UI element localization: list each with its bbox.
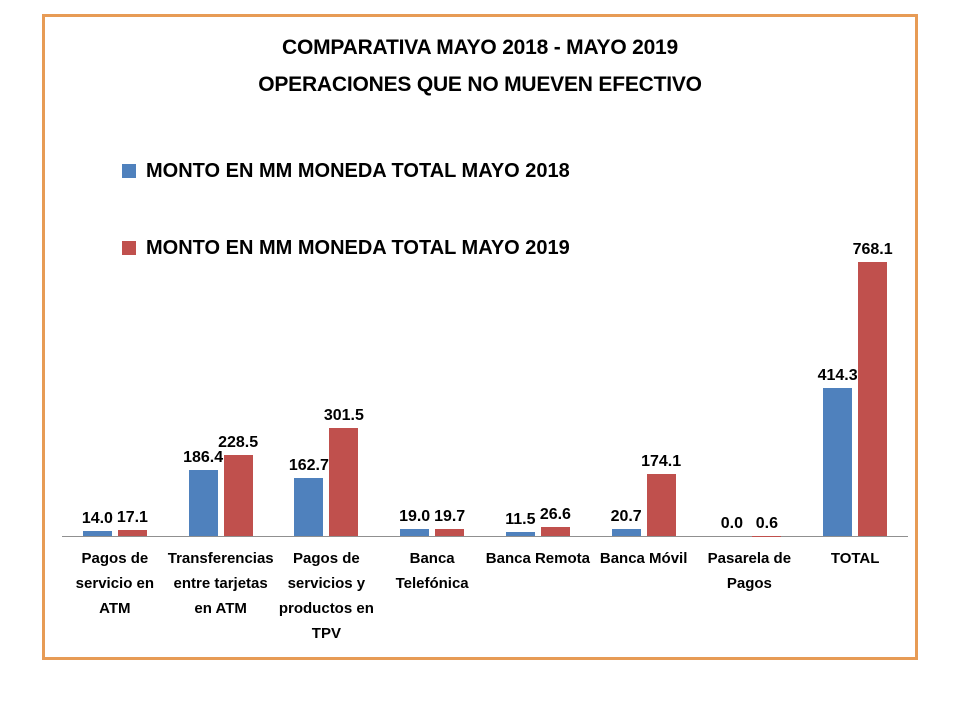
bar-2019 bbox=[540, 526, 570, 536]
bar-column-2018: 414.3 bbox=[818, 366, 858, 536]
bar-group: 186.4 228.5 bbox=[168, 433, 274, 536]
category-label: Pagos de servicios y productos en TPV bbox=[278, 550, 374, 642]
bar-column-2019: 17.1 bbox=[116, 508, 148, 536]
bar-column-2019: 19.7 bbox=[434, 507, 466, 536]
bar-2019 bbox=[646, 473, 676, 536]
bar-group: 14.0 17.1 bbox=[62, 508, 168, 536]
bar-column-2018: 20.7 bbox=[610, 507, 642, 536]
bar-value-label: 14.0 bbox=[81, 510, 113, 528]
category-label: Transferencias entre tarjetas en ATM bbox=[167, 550, 274, 617]
bar-2018 bbox=[823, 388, 853, 536]
bar-column-2019: 301.5 bbox=[324, 406, 364, 536]
bar-2018 bbox=[611, 528, 641, 536]
legend-item-2018: MONTO EN MM MONEDA TOTAL MAYO 2018 bbox=[122, 159, 570, 183]
bar-group: 11.5 26.6 bbox=[485, 505, 591, 536]
bar-2019 bbox=[329, 428, 359, 536]
chart-title: COMPARATIVA MAYO 2018 - MAYO 2019 OPERAC… bbox=[45, 29, 915, 103]
bar-2019 bbox=[435, 528, 465, 536]
bar-value-label: 19.7 bbox=[434, 507, 466, 525]
category-label: Pagos de servicio en ATM bbox=[75, 550, 155, 617]
category-label: Banca Telefónica bbox=[395, 550, 469, 592]
bar-2018 bbox=[505, 531, 535, 536]
bar-value-label: 186.4 bbox=[183, 448, 224, 466]
chart-legend: MONTO EN MM MONEDA TOTAL MAYO 2018 MONTO … bbox=[122, 159, 570, 260]
bar-value-label: 228.5 bbox=[218, 433, 259, 451]
plot-groups: 14.0 17.1 186.4 228.5 162.7 301.5 19.0 19.7 11.5… bbox=[62, 237, 908, 537]
legend-label-2018: MONTO EN MM MONEDA TOTAL MAYO 2018 bbox=[146, 160, 570, 182]
legend-square-icon-2018 bbox=[122, 164, 136, 178]
bar-value-label: 0.6 bbox=[755, 514, 778, 532]
bar-value-label: 17.1 bbox=[116, 508, 148, 526]
legend-item-2019: MONTO EN MM MONEDA TOTAL MAYO 2019 bbox=[122, 236, 570, 260]
bar-value-label: 414.3 bbox=[817, 367, 858, 385]
category-label: Pasarela de Pagos bbox=[707, 550, 792, 592]
bar-column-2018: 186.4 bbox=[183, 448, 223, 536]
category-label: Banca Móvil bbox=[599, 550, 688, 567]
bar-group: 20.7 174.1 bbox=[591, 452, 697, 536]
bar-value-label: 768.1 bbox=[852, 241, 893, 258]
category-label: TOTAL bbox=[830, 550, 880, 567]
bar-column-2018: 0.0 bbox=[717, 514, 746, 536]
bar-group: 162.7 301.5 bbox=[274, 406, 380, 536]
bar-2019 bbox=[858, 262, 888, 536]
bar-column-2019: 228.5 bbox=[218, 433, 258, 536]
bar-2019 bbox=[223, 454, 253, 536]
bar-group: 19.0 19.7 bbox=[379, 507, 485, 536]
bar-column-2018: 162.7 bbox=[289, 456, 329, 536]
bar-column-2019: 174.1 bbox=[641, 452, 681, 536]
bar-value-label: 162.7 bbox=[288, 456, 329, 474]
bar-value-label: 11.5 bbox=[505, 510, 536, 528]
bar-value-label: 19.0 bbox=[399, 508, 431, 526]
bar-value-label: 301.5 bbox=[323, 407, 364, 425]
bar-group: 0.0 0.6 bbox=[697, 514, 803, 536]
bar-2019 bbox=[117, 529, 147, 536]
chart-frame: COMPARATIVA MAYO 2018 - MAYO 2019 OPERAC… bbox=[42, 14, 918, 660]
bar-column-2019: 0.6 bbox=[752, 514, 782, 536]
category-label: Banca Remota bbox=[485, 550, 590, 567]
chart-title-line1: COMPARATIVA MAYO 2018 - MAYO 2019 bbox=[281, 36, 679, 59]
legend-square-icon-2019 bbox=[122, 241, 136, 255]
bar-chart-plot: 14.0 17.1 186.4 228.5 162.7 301.5 19.0 19.7 11.5… bbox=[62, 237, 908, 646]
bar-2018 bbox=[400, 529, 430, 536]
bar-column-2019: 26.6 bbox=[539, 505, 571, 536]
legend-label-2019: MONTO EN MM MONEDA TOTAL MAYO 2019 bbox=[146, 237, 570, 259]
bar-value-label: 20.7 bbox=[610, 507, 642, 525]
bar-column-2018: 14.0 bbox=[81, 509, 113, 536]
bar-value-label: 0.0 bbox=[720, 515, 743, 532]
bar-column-2018: 11.5 bbox=[505, 510, 536, 536]
bar-value-label: 174.1 bbox=[641, 452, 682, 470]
bar-value-label: 26.6 bbox=[539, 505, 571, 523]
chart-title-line2: OPERACIONES QUE NO MUEVEN EFECTIVO bbox=[258, 73, 702, 96]
category-labels: Pagos de servicio en ATM Transferencias e… bbox=[62, 537, 908, 646]
bar-2018 bbox=[294, 477, 324, 536]
bar-2018 bbox=[188, 469, 218, 536]
bar-column-2019: 768.1 bbox=[853, 240, 893, 536]
bar-column-2018: 19.0 bbox=[399, 507, 431, 536]
bar-2018 bbox=[82, 531, 112, 536]
bar-group: 414.3 768.1 bbox=[802, 240, 908, 536]
